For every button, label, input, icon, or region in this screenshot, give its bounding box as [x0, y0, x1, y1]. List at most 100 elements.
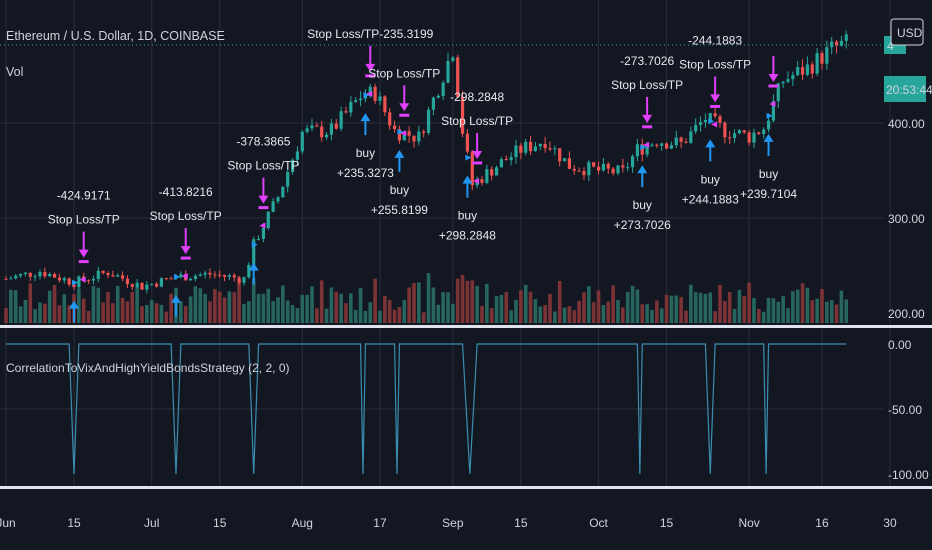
- volume-bar: [587, 286, 591, 323]
- volume-bar: [368, 302, 373, 323]
- volume-bar: [451, 303, 455, 323]
- volume-bar: [582, 292, 586, 323]
- volume-bar: [611, 285, 615, 323]
- candle-body: [116, 275, 120, 277]
- time-axis[interactable]: Jun 15 Jul 15 Aug 17 Sep 15 Oct 15 Nov 16 30: [0, 516, 897, 530]
- exit-flag-icon: [711, 121, 718, 128]
- volume-bar: [557, 280, 562, 323]
- candle-body: [111, 275, 115, 277]
- volume-bar: [125, 301, 130, 323]
- volume-bar: [538, 306, 543, 323]
- volume-bar: [630, 285, 635, 323]
- symbol-title[interactable]: Ethereum / U.S. Dollar, 1D, COINBASE: [6, 29, 225, 43]
- volume-bar: [43, 303, 47, 323]
- volume-bar: [183, 306, 188, 323]
- exit-label: Stop Loss/TP: [368, 66, 440, 80]
- exit-arrow-head-icon: [642, 114, 653, 123]
- entry-flag-icon: [251, 241, 258, 248]
- candle-body: [587, 162, 591, 176]
- candle-body: [339, 111, 343, 129]
- exit-arrow-head-icon: [258, 195, 269, 204]
- candle-body: [33, 276, 37, 278]
- volume-bar: [747, 282, 751, 323]
- volume-bar: [684, 310, 688, 323]
- volume-bar: [606, 301, 611, 323]
- buy-label: +273.7026: [614, 218, 671, 232]
- volume-bar: [820, 288, 824, 323]
- volume-bar: [514, 299, 518, 323]
- candle-body: [528, 141, 533, 152]
- time-tick-label: Oct: [589, 516, 608, 530]
- volume-bar: [111, 303, 115, 323]
- volume-legend[interactable]: Vol: [6, 65, 23, 79]
- candle-body: [800, 67, 805, 75]
- candle-body: [582, 171, 586, 176]
- currency-button-frame[interactable]: [890, 18, 924, 46]
- entry-flag-icon: [766, 112, 773, 119]
- candle-body: [145, 284, 149, 290]
- exit-label: Stop Loss/TP: [441, 114, 513, 128]
- volume-bar: [601, 304, 606, 323]
- volume-bar: [616, 299, 620, 323]
- countdown-badge: 20:53:44: [884, 76, 932, 102]
- volume-bar: [363, 310, 368, 323]
- exit-label: -298.2848: [450, 90, 504, 104]
- price-axis[interactable]: 400.00 300.00 200.00: [888, 117, 925, 321]
- exit-arrow-head-icon: [710, 94, 721, 103]
- price-candles[interactable]: [4, 30, 848, 294]
- currency-button[interactable]: USD: [890, 18, 924, 46]
- buy-arrow-head-icon: [637, 165, 648, 174]
- candle-body: [43, 272, 47, 277]
- candle-body: [776, 83, 780, 102]
- volume-bar: [140, 306, 144, 323]
- exit-label: Stop Loss/TP: [48, 213, 120, 227]
- candle-body: [344, 111, 348, 113]
- volume-bar: [281, 285, 285, 323]
- exit-label: Stop Loss/TP: [611, 78, 683, 92]
- indicator-legend[interactable]: CorrelationToVixAndHighYieldBondsStrateg…: [6, 361, 290, 375]
- volume-bar: [776, 301, 781, 323]
- buy-label: buy: [633, 198, 652, 212]
- indicator-axis[interactable]: 0.00 -50.00 -100.00: [888, 338, 929, 482]
- volume-bar: [217, 291, 222, 323]
- candle-body: [519, 145, 523, 153]
- volume-bar: [528, 291, 533, 323]
- indicator-tick-label: -100.00: [888, 468, 929, 482]
- candle-body: [67, 278, 71, 285]
- candle-body: [271, 201, 275, 212]
- pane-separator-bottom[interactable]: [0, 486, 932, 489]
- candle-body: [378, 96, 382, 101]
- candle-body: [256, 238, 261, 240]
- candle-body: [227, 275, 232, 277]
- volume-bar: [276, 297, 280, 323]
- entry-flag-icon: [465, 154, 472, 161]
- time-tick-label: 15: [660, 516, 674, 530]
- buy-arrow-head-icon: [394, 149, 405, 158]
- volume-bar: [591, 302, 596, 323]
- candle-body: [747, 132, 751, 143]
- candle-body: [106, 273, 110, 276]
- pane-separator-top[interactable]: [0, 325, 932, 328]
- candle-body: [572, 168, 576, 171]
- buy-arrow-head-icon: [68, 300, 79, 309]
- candle-body: [810, 64, 814, 74]
- volume-bar: [242, 303, 246, 323]
- exit-label: -413.8216: [159, 185, 213, 199]
- candle-body: [120, 275, 125, 279]
- volume-bar: [460, 274, 465, 323]
- exit-label: -424.9171: [57, 189, 111, 203]
- volume-bar: [198, 288, 203, 323]
- candle-body: [708, 113, 712, 121]
- candle-body: [295, 151, 300, 160]
- candle-body: [577, 170, 581, 172]
- currency-label[interactable]: USD: [897, 26, 923, 40]
- candle-body: [742, 130, 746, 133]
- candle-body: [18, 273, 23, 276]
- candle-body: [460, 96, 465, 134]
- candle-body: [689, 131, 693, 143]
- candle-body: [456, 57, 460, 97]
- candle-body: [621, 165, 625, 168]
- candle-body: [101, 270, 105, 274]
- candle-body: [611, 168, 615, 174]
